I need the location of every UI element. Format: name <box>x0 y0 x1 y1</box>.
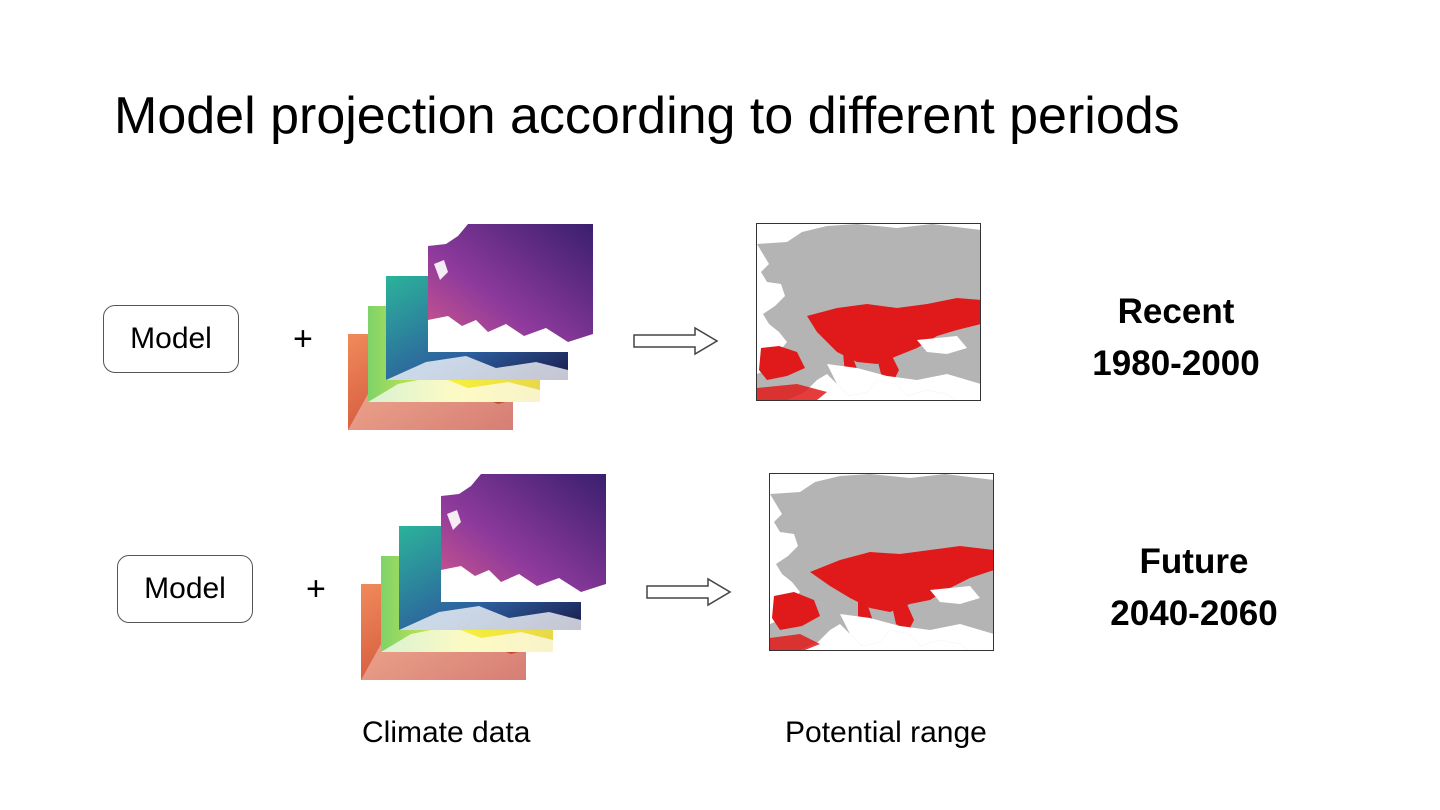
plus-sign: + <box>293 320 313 358</box>
period-name: Future <box>1139 542 1249 581</box>
arrow-right-icon <box>646 577 732 607</box>
caption-potential-range: Potential range <box>785 716 987 749</box>
climate-data-stack-future <box>361 474 606 684</box>
period-years: 2040-2060 <box>1110 594 1278 633</box>
caption-climate-data: Climate data <box>362 716 531 749</box>
potential-range-map-recent <box>756 223 981 401</box>
range-map-image <box>770 474 993 650</box>
period-years: 1980-2000 <box>1092 344 1260 383</box>
model-box-future: Model <box>117 555 253 623</box>
model-box-recent: Model <box>103 305 239 373</box>
period-label-future: Future 2040-2060 <box>1064 536 1324 640</box>
period-label-recent: Recent 1980-2000 <box>1046 286 1306 390</box>
model-label: Model <box>144 572 226 605</box>
plus-sign: + <box>306 570 326 608</box>
climate-layers-image <box>361 474 606 680</box>
climate-layers-image <box>348 224 593 430</box>
climate-data-stack-recent <box>348 224 593 434</box>
model-label: Model <box>130 322 212 355</box>
slide-title: Model projection according to different … <box>114 87 1180 145</box>
range-map-image <box>757 224 980 400</box>
arrow-right-icon <box>633 326 719 356</box>
period-name: Recent <box>1117 292 1235 331</box>
potential-range-map-future <box>769 473 994 651</box>
